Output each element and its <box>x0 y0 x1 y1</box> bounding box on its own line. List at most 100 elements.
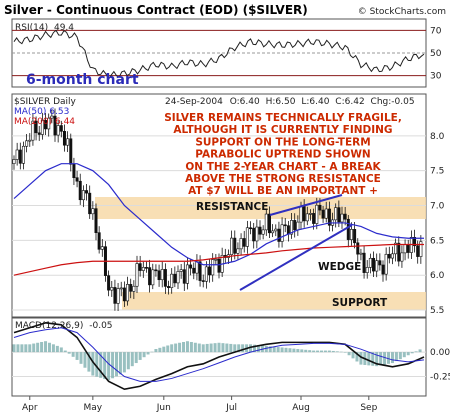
macd-histogram-bar <box>268 346 272 353</box>
price-bar-body <box>356 242 360 255</box>
macd-histogram-bar <box>418 349 422 353</box>
macd-histogram-bar <box>335 351 339 353</box>
macd-histogram-bar <box>138 352 142 360</box>
macd-histogram-bar <box>178 342 182 353</box>
macd-histogram-bar <box>229 343 233 353</box>
price-bar-body <box>179 269 183 272</box>
price-bar-body <box>214 258 218 261</box>
price-bar-body <box>365 267 369 273</box>
macd-histogram-bar <box>170 344 174 353</box>
macd-histogram-bar <box>406 352 410 356</box>
macd-histogram-bar <box>343 352 347 353</box>
price-bar-body <box>62 130 66 146</box>
macd-histogram-bar <box>154 349 158 353</box>
price-bar-body <box>413 236 417 247</box>
macd-histogram-bar <box>32 343 36 353</box>
macd-histogram-bar <box>347 352 351 356</box>
rsi-tick-label: 70 <box>430 26 442 36</box>
price-bar-body <box>353 229 357 244</box>
macd-histogram-bar <box>383 352 387 365</box>
macd-histogram-bar <box>327 350 331 353</box>
macd-signal-line <box>13 327 425 382</box>
macd-histogram-bar <box>197 343 201 353</box>
macd-histogram-bar <box>280 347 284 353</box>
macd-histogram-bar <box>51 344 55 353</box>
price-bar-body <box>144 267 148 269</box>
macd-histogram-bar <box>410 352 414 354</box>
price-bar-body <box>66 138 70 146</box>
macd-histogram-bar <box>122 352 126 373</box>
macd-histogram-bar <box>249 344 253 353</box>
x-tick-label: Apr <box>22 403 38 413</box>
price-bar-body <box>107 275 111 291</box>
macd-histogram-bar <box>95 352 99 377</box>
price-bar-body <box>258 226 262 235</box>
ohlc-line: 24-Sep-2004 O:6.40 H:6.50 L:6.40 C:6.42 … <box>165 97 415 107</box>
macd-histogram-bar <box>103 352 107 380</box>
price-bar-body <box>189 264 193 269</box>
macd-histogram-bar <box>150 351 154 353</box>
commentary-line: ON THE 2-YEAR CHART - A BREAK <box>185 161 381 173</box>
price-bar-body <box>346 218 350 240</box>
price-bar-body <box>135 263 139 287</box>
price-bar-body <box>204 266 208 282</box>
rsi-tick-label: 30 <box>430 72 442 82</box>
macd-histogram-bar <box>99 352 103 378</box>
macd-histogram-bar <box>272 346 276 353</box>
price-bar-body <box>419 241 423 257</box>
macd-histogram-bar <box>130 352 134 367</box>
price-tick-label: 8.0 <box>430 132 445 142</box>
rsi-axis: 70 50 30 <box>12 26 442 82</box>
price-bar-body <box>406 244 410 253</box>
price-bar-body <box>283 224 287 227</box>
macd-histogram-bar <box>28 344 32 353</box>
price-bar-body <box>116 288 120 304</box>
macd-histogram-bar <box>201 344 205 353</box>
price-bar-body <box>12 159 16 164</box>
price-tick-label: 6.5 <box>430 236 444 246</box>
macd-histogram-bar <box>398 352 402 360</box>
macd-label: MACD(12,26,9) -0.05 <box>15 321 113 331</box>
price-bar-body <box>308 213 312 215</box>
price-bar-body <box>122 287 126 302</box>
chart-period-label: 6-month chart <box>26 72 139 88</box>
price-bar-body <box>163 269 167 287</box>
price-axis: 8.0 7.5 7.0 6.5 6.0 5.5 <box>430 132 445 316</box>
price-bars <box>12 108 423 312</box>
price-bar-body <box>59 125 63 132</box>
macd-histogram-bar <box>414 351 418 353</box>
price-bar-body <box>31 120 35 141</box>
resistance-label: RESISTANCE <box>196 201 268 213</box>
x-tick-label: Jun <box>156 403 171 413</box>
price-bar-body <box>113 287 117 304</box>
symbol-label: $SILVER Daily <box>14 97 77 107</box>
price-bar-body <box>245 227 249 247</box>
price-bar-body <box>318 204 322 211</box>
price-bar-body <box>97 232 101 250</box>
macd-histogram-bar <box>379 352 383 366</box>
price-bar-body <box>387 253 391 259</box>
macd-histogram-bar <box>217 342 221 353</box>
price-bar-body <box>217 258 221 273</box>
price-bar-body <box>160 269 164 281</box>
macd-histogram-bar <box>367 352 371 366</box>
macd-histogram-bar <box>323 350 327 353</box>
commentary-line: ALTHOUGH IT IS CURRENTLY FINDING <box>173 124 392 136</box>
price-bar-body <box>261 229 265 235</box>
price-bar-body <box>230 237 234 255</box>
macd-histogram-bar <box>387 352 391 364</box>
price-bar-body <box>264 213 268 231</box>
price-bar-body <box>280 224 284 242</box>
price-bar-body <box>75 177 79 182</box>
price-bar-body <box>78 180 82 201</box>
price-bar-body <box>81 190 85 201</box>
macd-histogram-bar <box>20 344 24 353</box>
macd-histogram-bar <box>193 342 197 353</box>
price-bar-body <box>299 206 303 223</box>
price-bar-body <box>252 227 256 242</box>
macd-histogram-bar <box>166 345 170 353</box>
macd-histogram-bar <box>339 351 343 353</box>
macd-histogram-bar <box>308 350 312 353</box>
macd-histogram-bar <box>304 349 308 353</box>
